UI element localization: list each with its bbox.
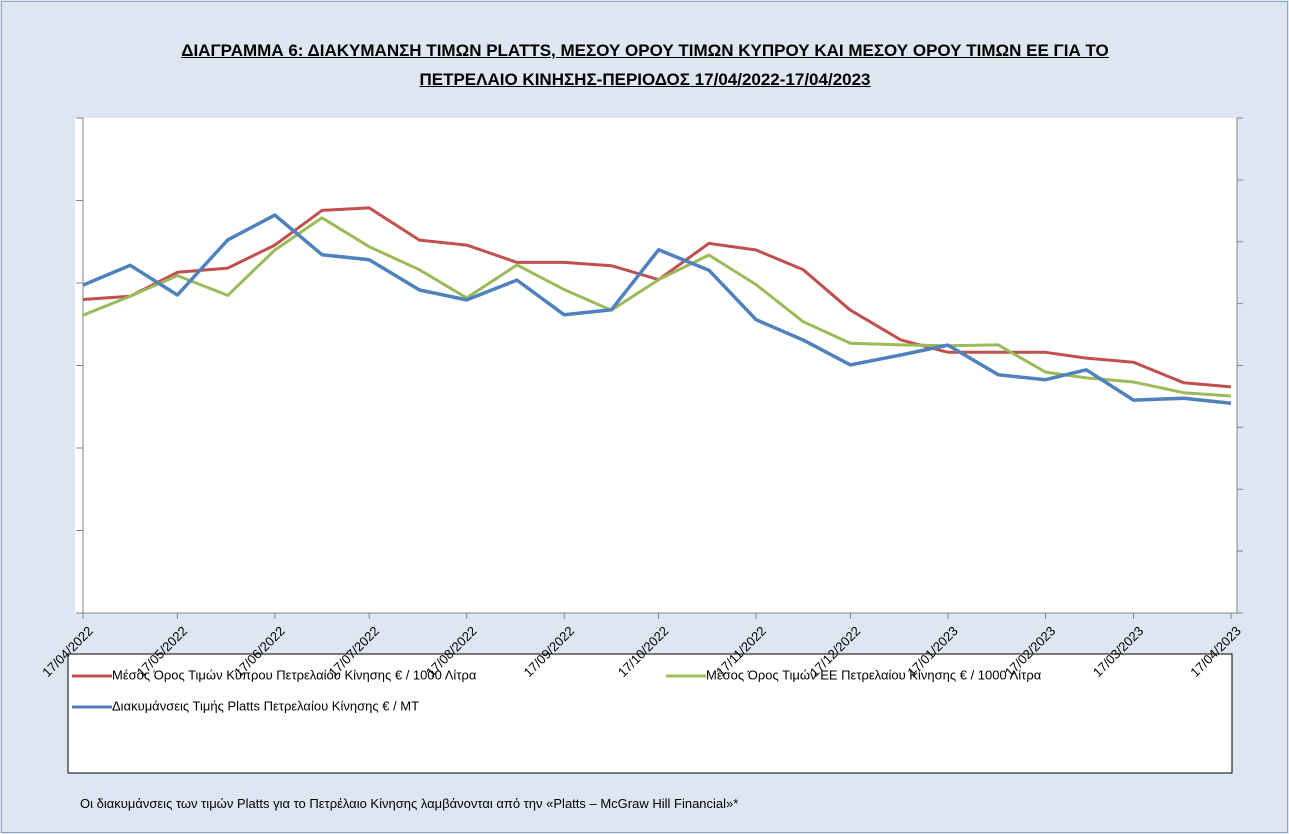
footnote: Οι διακυμάνσεις των τιμών Platts για το … (80, 796, 739, 811)
series-line (82, 213, 1232, 405)
legend (67, 653, 1233, 774)
legend-label: Μέσος Όρος Τιμών ΕΕ Πετρελαίου Κίνησης €… (706, 667, 1042, 682)
series-line (82, 216, 1232, 398)
chart-title: ΔΙΑΓΡΑΜΜΑ 6: ΔΙΑΚΥΜΑΝΣΗ ΤΙΜΩΝ PLATTS, ΜΕ… (181, 41, 1109, 89)
legend-label: Διακυμάνσεις Τιμής Platts Πετρελαίου Κίν… (112, 698, 419, 713)
legend-label: Μέσος Όρος Τιμών Κύπρου Πετρελαίου Κίνησ… (112, 667, 477, 682)
plot-area (75, 118, 1237, 613)
